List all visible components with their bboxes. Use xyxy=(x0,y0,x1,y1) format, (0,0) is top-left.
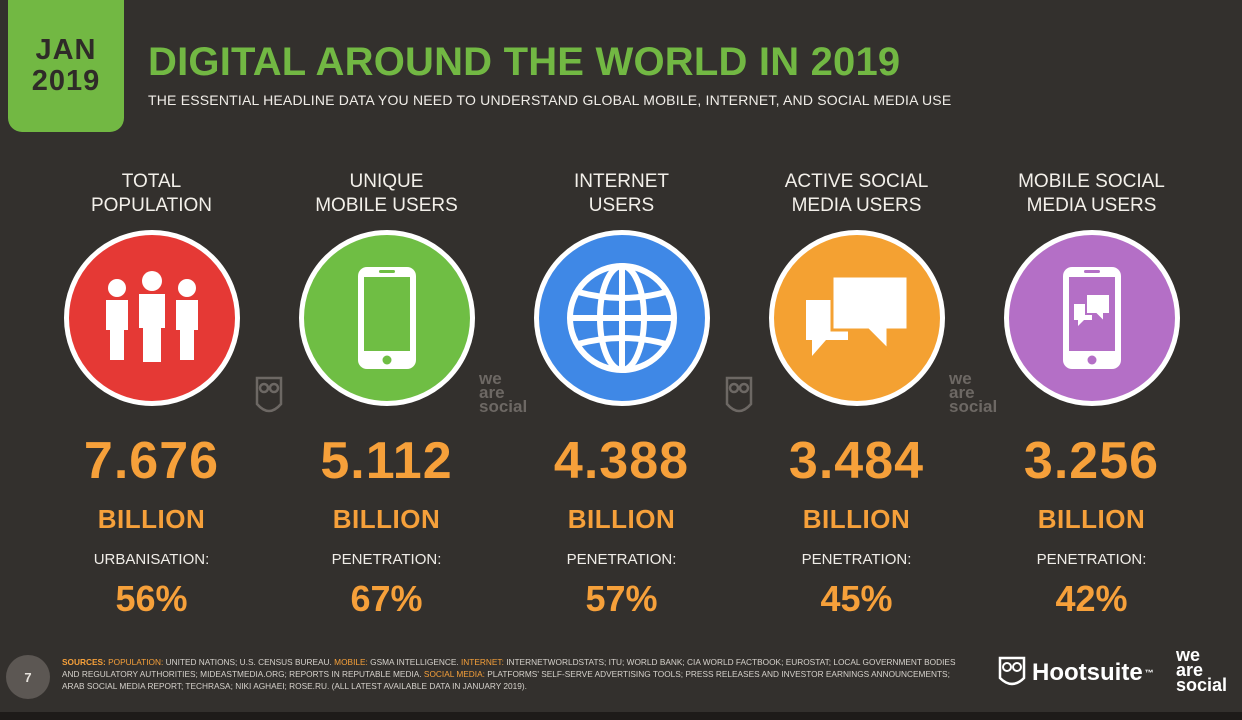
stat-metric-label: PENETRATION: xyxy=(801,551,912,568)
stat-unit: BILLION xyxy=(332,504,441,534)
speech-bubbles-icon xyxy=(805,274,909,356)
stat-value: 5.112 xyxy=(320,432,453,490)
stat-metric-value: 45% xyxy=(820,578,893,619)
stat-internet-users: INTERNET USERS 4.388 BILLION PENETRATION… xyxy=(504,170,739,620)
social-circle xyxy=(768,230,945,406)
badge-month: JAN xyxy=(35,34,97,66)
stat-metric-value: 56% xyxy=(115,578,188,619)
owl-watermark-icon xyxy=(725,376,753,413)
population-circle xyxy=(63,230,240,406)
stat-label: UNIQUE MOBILE USERS xyxy=(315,171,458,216)
stat-unit: BILLION xyxy=(97,504,206,534)
we-are-social-logo: we are social xyxy=(1176,645,1228,695)
we-are-social-watermark: we are social xyxy=(479,369,528,416)
page-title: DIGITAL AROUND THE WORLD IN 2019 xyxy=(148,40,901,84)
stat-active-social-media-users: ACTIVE SOCIAL MEDIA USERS 3.484 BILLION … xyxy=(739,170,974,620)
stat-unit: BILLION xyxy=(802,504,911,534)
owl-watermark-icon xyxy=(255,376,283,413)
stat-unique-mobile-users: UNIQUE MOBILE USERS 5.112 BILLION PENETR… xyxy=(269,170,504,620)
mobile-circle xyxy=(298,230,475,406)
mobile-chat-icon xyxy=(1062,267,1121,369)
page-number: 7 xyxy=(6,655,50,699)
stat-value: 4.388 xyxy=(553,432,690,490)
stat-metric-value: 42% xyxy=(1055,578,1128,619)
stat-unit: BILLION xyxy=(567,504,676,534)
stat-label: TOTAL POPULATION xyxy=(90,171,213,216)
stat-metric-label: PENETRATION: xyxy=(331,551,442,568)
stat-value: 3.484 xyxy=(788,432,925,490)
stat-value: 3.256 xyxy=(1023,432,1160,490)
stat-label: INTERNET USERS xyxy=(574,171,669,216)
mobile-phone-icon xyxy=(357,267,416,369)
sources-note: SOURCES: POPULATION: UNITED NATIONS; U.S… xyxy=(62,657,956,691)
bottom-bar xyxy=(0,712,1242,720)
stat-metric-value: 67% xyxy=(350,578,423,619)
stat-label: MOBILE SOCIAL MEDIA USERS xyxy=(1018,171,1165,216)
mobile-social-circle xyxy=(1003,230,1180,406)
internet-circle xyxy=(533,230,710,406)
owl-icon xyxy=(998,656,1026,686)
stat-metric-label: URBANISATION: xyxy=(93,551,210,568)
people-icon xyxy=(105,271,198,362)
page-subtitle: THE ESSENTIAL HEADLINE DATA YOU NEED TO … xyxy=(148,92,952,108)
stat-label: ACTIVE SOCIAL MEDIA USERS xyxy=(784,171,929,216)
stat-unit: BILLION xyxy=(1037,504,1146,534)
stat-mobile-social-media-users: MOBILE SOCIAL MEDIA USERS 3.256 BILLION … xyxy=(974,170,1209,620)
globe-icon xyxy=(566,263,677,373)
stat-value: 7.676 xyxy=(83,432,220,490)
stat-metric-label: PENETRATION: xyxy=(566,551,677,568)
we-are-social-watermark: we are social xyxy=(949,369,998,416)
hootsuite-logo: Hootsuite ™ xyxy=(998,656,1154,690)
stat-metric-label: PENETRATION: xyxy=(1036,551,1147,568)
stat-total-population: TOTAL POPULATION 7.676 BILLION URBANISAT… xyxy=(34,170,269,620)
date-badge: JAN 2019 xyxy=(8,0,124,132)
badge-year: 2019 xyxy=(31,65,101,97)
stat-metric-value: 57% xyxy=(585,578,658,619)
